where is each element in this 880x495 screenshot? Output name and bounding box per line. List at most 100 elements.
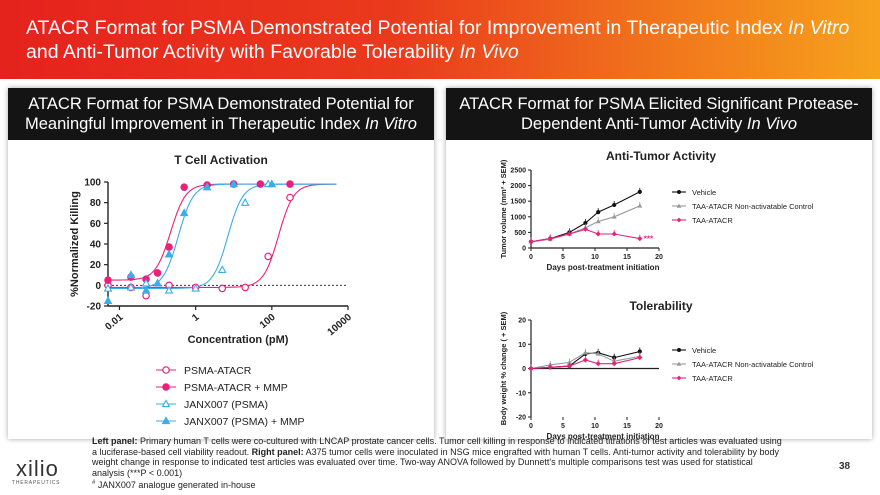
data-point <box>179 208 189 217</box>
tolerability-y-axis-label: Body weight % change ( + SEM) <box>499 311 508 425</box>
data-point <box>141 285 151 294</box>
tolerability-x-tick-label: 0 <box>529 423 533 430</box>
legend-marker <box>162 366 170 374</box>
tolerability-y-tick-label: 0 <box>522 366 526 373</box>
logo-wordmark: xilio <box>16 456 59 481</box>
right-panel: ATACR Format for PSMA Elicited Significa… <box>446 88 872 439</box>
tolerability-data-point <box>637 354 643 361</box>
tumor-y-tick-label: 500 <box>514 230 526 237</box>
tolerability-data-point <box>595 361 601 367</box>
tolerability-title: Tolerability <box>629 299 692 313</box>
tolerability-x-tick-label: 20 <box>655 423 663 430</box>
data-point <box>126 270 136 279</box>
tumor-data-point <box>583 220 588 226</box>
data-point <box>286 180 294 188</box>
tolerability-data-point <box>528 365 534 372</box>
legend-label: PSMA-ATACR <box>184 365 252 377</box>
chart-title: T Cell Activation <box>174 153 268 167</box>
tumor-data-point <box>595 218 601 224</box>
tumor-legend-label: TAA-ATACR Non-activatable Control <box>692 202 814 211</box>
tolerability-y-tick-label: 20 <box>518 318 526 325</box>
tolerability-legend-marker <box>676 361 682 366</box>
legend-label: JANX007 (PSMA) + MMP <box>184 416 305 428</box>
tumor-legend-label: Vehicle <box>692 188 716 197</box>
page-number: 38 <box>839 461 851 472</box>
data-point <box>165 243 173 251</box>
data-point <box>103 283 113 292</box>
x-tick-label: 0.01 <box>103 312 125 333</box>
footnote: Left panel: Primary human T cells were c… <box>92 436 782 490</box>
tolerability-y-tick-label: 10 <box>518 342 526 349</box>
tolerability-legend-marker <box>676 375 682 381</box>
data-point <box>164 249 174 258</box>
company-logo: xilio THERAPEUTICS <box>6 456 70 492</box>
legend-marker <box>162 383 170 391</box>
data-point <box>267 179 277 188</box>
tumor-x-tick-label: 10 <box>591 254 599 261</box>
right-panel-header: ATACR Format for PSMA Elicited Significa… <box>446 88 872 140</box>
y-tick-label: 80 <box>90 198 102 209</box>
data-point <box>202 182 212 191</box>
title-banner: ATACR Format for PSMA Demonstrated Poten… <box>0 0 880 79</box>
tumor-data-point <box>611 214 617 219</box>
tumor-title: Anti-Tumor Activity <box>606 149 716 163</box>
legend-label: PSMA-ATACR + MMP <box>184 382 288 394</box>
y-axis-label: %Normalized Killing <box>69 191 81 297</box>
tumor-legend-marker <box>676 203 682 208</box>
slide-title: ATACR Format for PSMA Demonstrated Poten… <box>26 17 850 63</box>
tumor-series-line <box>530 191 641 243</box>
tolerability-x-tick-label: 15 <box>623 423 631 430</box>
logo-subtitle: THERAPEUTICS <box>12 480 61 486</box>
tumor-x-tick-label: 20 <box>655 254 663 261</box>
data-point <box>241 283 249 292</box>
tolerability-legend-label: TAA-ATACR <box>692 374 733 383</box>
y-tick-label: -20 <box>87 302 102 313</box>
data-point <box>264 252 272 261</box>
tolerability-x-tick-label: 10 <box>591 423 599 430</box>
tolerability-x-axis-label: Days post-treatment initiation <box>547 432 660 439</box>
tumor-x-tick-label: 0 <box>529 254 533 261</box>
tumor-legend-label: TAA-ATACR <box>692 216 733 225</box>
y-tick-label: 60 <box>90 219 102 230</box>
data-point <box>191 283 200 292</box>
tumor-data-point <box>612 202 617 208</box>
data-point <box>126 282 136 291</box>
tumor-data-point <box>595 231 601 237</box>
y-tick-label: 100 <box>84 178 101 189</box>
data-point <box>180 183 188 191</box>
in-vivo-charts: Anti-Tumor Activity050010001500200025000… <box>499 149 814 439</box>
data-point <box>229 179 239 188</box>
tumor-y-tick-label: 0 <box>522 246 526 253</box>
tolerability-y-tick-label: -10 <box>516 390 526 397</box>
tumor-data-point <box>637 236 643 242</box>
data-point <box>103 296 113 304</box>
tumor-data-point <box>596 210 601 215</box>
y-tick-label: 20 <box>90 260 102 271</box>
significance-marker: *** <box>644 235 654 244</box>
tumor-y-tick-label: 2000 <box>510 183 526 190</box>
tumor-x-tick-label: 15 <box>623 254 631 261</box>
tolerability-data-point <box>637 349 642 354</box>
tumor-y-tick-label: 1000 <box>510 214 526 221</box>
x-tick-label: 1 <box>190 312 202 324</box>
tolerability-legend-label: TAA-ATACR Non-activatable Control <box>692 360 814 369</box>
tolerability-data-point <box>566 359 572 365</box>
legend-label: JANX007 (PSMA) <box>184 399 268 411</box>
y-tick-label: 0 <box>95 281 101 292</box>
data-point <box>218 284 227 293</box>
data-point <box>153 269 162 277</box>
legend-marker <box>161 399 171 408</box>
data-point <box>164 285 174 294</box>
tolerability-legend-marker <box>677 348 681 352</box>
tumor-x-axis-label: Days post-treatment initiation <box>547 263 660 272</box>
tumor-data-point <box>611 231 617 237</box>
tumor-legend-marker <box>676 217 682 223</box>
tolerability-data-point <box>582 350 588 355</box>
tolerability-data-point <box>595 351 601 356</box>
left-panel: ATACR Format for PSMA Demonstrated Poten… <box>8 88 434 439</box>
tumor-y-axis-label: Tumor volume (mm³ + SEM) <box>499 159 508 258</box>
data-point <box>153 278 162 287</box>
y-tick-label: 40 <box>90 240 102 251</box>
tumor-data-point <box>582 226 588 232</box>
tumor-data-point <box>637 189 642 194</box>
